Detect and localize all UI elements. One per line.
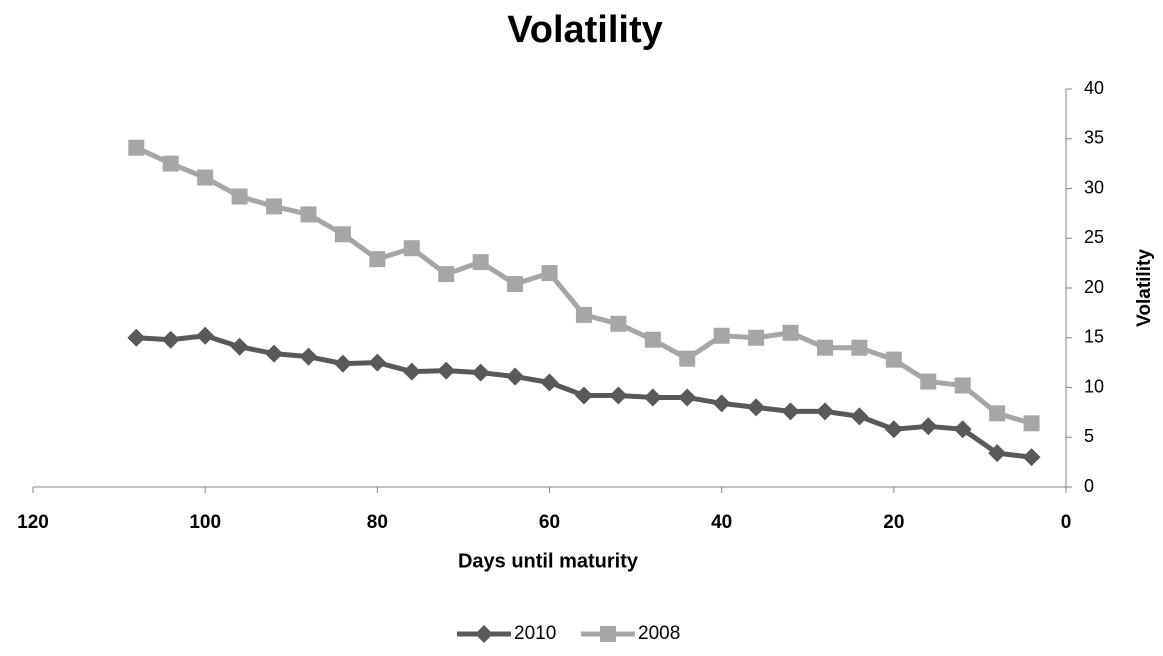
marker [920, 373, 937, 390]
marker [953, 420, 972, 439]
marker [437, 361, 456, 380]
y-tick-label: 0 [1084, 476, 1094, 496]
marker [609, 386, 628, 405]
marker [471, 363, 490, 382]
y-tick-label: 20 [1084, 277, 1104, 297]
marker [506, 367, 525, 386]
marker [610, 315, 627, 332]
marker [127, 328, 146, 347]
marker [678, 388, 697, 407]
marker [541, 265, 558, 282]
series-line [135, 145, 1033, 426]
x-tick-label: 80 [367, 512, 388, 533]
marker [369, 251, 386, 268]
marker [679, 350, 696, 367]
marker [197, 169, 214, 186]
marker [266, 198, 283, 215]
x-tick-label: 100 [189, 512, 221, 533]
marker [574, 386, 593, 405]
marker [850, 407, 869, 426]
marker [988, 444, 1007, 463]
x-tick-label: 120 [17, 512, 49, 533]
marker [643, 388, 662, 407]
marker [712, 394, 731, 413]
y-tick-label: 25 [1084, 227, 1104, 247]
x-tick-label: 20 [883, 512, 904, 533]
legend-label: 2008 [638, 623, 680, 644]
y-axis-title: Volatility [1134, 249, 1155, 327]
x-axis-title: Days until maturity [458, 550, 639, 572]
marker [333, 354, 352, 373]
marker [1022, 448, 1041, 467]
x-tick-label: 40 [711, 512, 732, 533]
marker [231, 188, 248, 205]
marker [954, 377, 971, 394]
marker [919, 417, 938, 436]
marker [540, 373, 559, 392]
marker [161, 330, 180, 349]
marker [299, 347, 318, 366]
marker [472, 254, 489, 271]
marker [230, 337, 249, 356]
marker [885, 351, 902, 368]
legend-label: 2010 [514, 623, 556, 644]
y-tick-label: 15 [1084, 327, 1104, 347]
y-tick-label: 30 [1084, 177, 1104, 197]
marker [644, 331, 661, 348]
marker [815, 402, 834, 421]
marker [368, 353, 387, 372]
marker [196, 326, 215, 345]
marker [128, 139, 145, 156]
marker [748, 329, 765, 346]
marker [162, 155, 179, 172]
y-tick-label: 35 [1084, 128, 1104, 148]
marker [300, 206, 317, 223]
marker [781, 402, 800, 421]
marker [600, 626, 616, 642]
marker [816, 339, 833, 356]
marker [1023, 415, 1040, 432]
marker [438, 266, 455, 283]
marker [851, 339, 868, 356]
marker [475, 625, 493, 643]
marker [713, 327, 730, 344]
marker [989, 405, 1006, 422]
x-tick-label: 0 [1061, 512, 1072, 533]
marker [575, 306, 592, 323]
x-tick-label: 60 [539, 512, 560, 533]
y-tick-label: 40 [1084, 78, 1104, 98]
marker [334, 226, 351, 243]
y-tick-label: 10 [1084, 376, 1104, 396]
chart-title: Volatility [507, 9, 663, 51]
marker [403, 240, 420, 257]
y-tick-label: 5 [1084, 426, 1094, 446]
marker [782, 324, 799, 341]
marker [265, 344, 284, 363]
marker [402, 362, 421, 381]
marker [747, 398, 766, 417]
marker [884, 420, 903, 439]
marker [507, 276, 524, 293]
